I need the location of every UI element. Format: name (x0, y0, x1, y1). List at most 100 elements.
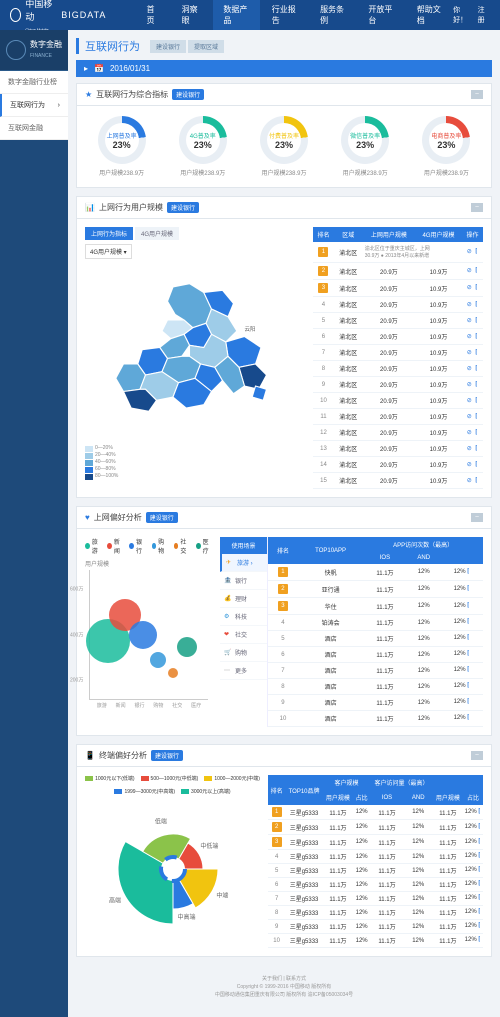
action-icons[interactable]: ⊘ ⫿ (467, 318, 479, 324)
table-row[interactable]: 6三星g533311.1万12%11.1万12%11.1万12% ⫿ (268, 878, 483, 892)
nav-item[interactable]: 开放平台 (358, 0, 404, 34)
table-row[interactable]: 10渝北区20.9万10.9万⊘ ⫿ (313, 393, 483, 409)
table-row[interactable]: 1三星g533311.1万12%11.1万12%11.1万12% ⫿ (268, 805, 483, 820)
table-row[interactable]: 5酒店11.1万12%12% ⫿ (268, 631, 483, 647)
table-row[interactable]: 2三星g533311.1万12%11.1万12%11.1万12% ⫿ (268, 820, 483, 835)
map-tab[interactable]: 上网行为指标 (85, 227, 133, 240)
action-icons[interactable]: ⊘ ⫿ (467, 350, 479, 356)
region-map[interactable]: 云阳 (85, 263, 305, 443)
action-icons[interactable]: ⊘ ⫿ (467, 462, 479, 468)
page-title: 互联网行为 建设银行提取区域 (76, 38, 492, 54)
svg-text:低端: 低端 (154, 818, 166, 826)
table-row[interactable]: 2亚行通11.1万12%12% ⫿ (268, 581, 483, 598)
left-sidebar: 数字金融FINANCE 数字金融行业榜互联网行为›互联网金融 (0, 30, 68, 1017)
action-icons[interactable]: ⊘ ⫿ (467, 478, 479, 484)
sidebar-category[interactable]: 数字金融FINANCE (0, 30, 68, 71)
svg-text:中端: 中端 (216, 892, 228, 900)
table-row[interactable]: 1快帆11.1万12%12% ⫿ (268, 564, 483, 581)
table-row[interactable]: 8酒店11.1万12%12% ⫿ (268, 679, 483, 695)
table-row[interactable]: 2渝北区20.9万10.9万⊘ ⫿ (313, 263, 483, 280)
category-item[interactable]: 🏦银行 (220, 572, 267, 590)
action-icons[interactable]: ⊘ ⫿ (467, 302, 479, 308)
action-icons[interactable]: ⊘ ⫿ (467, 398, 479, 404)
table-row[interactable]: 8渝北区20.9万10.9万⊘ ⫿ (313, 361, 483, 377)
app-table: 排名TOP10APPAPP访问次数（最高）IOSAND1快帆11.1万12%12… (268, 537, 483, 727)
collapse-button[interactable]: − (471, 751, 483, 760)
action-icons[interactable]: ⊘ ⫿ (467, 334, 479, 340)
sidebar-link[interactable]: 互联网金融 (0, 117, 68, 140)
table-row[interactable]: 4渝北区20.9万10.9万⊘ ⫿ (313, 297, 483, 313)
map-dropdown[interactable]: 4G用户规模 ▾ (85, 244, 132, 259)
table-row[interactable]: 6酒店11.1万12%12% ⫿ (268, 647, 483, 663)
gauge-donut: 上网普及率23% (98, 116, 146, 164)
table-row[interactable]: 3三星g533311.1万12%11.1万12%11.1万12% ⫿ (268, 835, 483, 850)
terminal-table: 排名TOP10品牌客户规模客户访问量（最高）用户规模占比IOSAND用户规模占比… (268, 775, 483, 948)
register-link[interactable]: 注册 (478, 5, 490, 25)
nav-item[interactable]: 首页 (136, 0, 169, 34)
svg-text:云阳: 云阳 (245, 325, 256, 333)
table-row[interactable]: 6渝北区20.9万10.9万⊘ ⫿ (313, 329, 483, 345)
date-filter-bar[interactable]: ▸ 📅 2016/01/31 (76, 60, 492, 77)
svg-text:高端: 高端 (108, 897, 120, 905)
sidebar-link[interactable]: 互联网行为› (0, 94, 68, 117)
category-item[interactable]: ⋯更多 (220, 662, 267, 680)
table-row[interactable]: 3华住11.1万12%12% ⫿ (268, 598, 483, 615)
collapse-button[interactable]: − (471, 203, 483, 212)
phone-icon: 📱 (85, 751, 95, 760)
table-row[interactable]: 1渝北区渝北区位于重庆主城区，上网30.9万 ● 2013年4月以来新增⊘ ⫿ (313, 242, 483, 263)
table-row[interactable]: 11渝北区20.9万10.9万⊘ ⫿ (313, 409, 483, 425)
nav-item[interactable]: 数据产品 (213, 0, 259, 34)
action-icons[interactable]: ⊘ ⫿ (467, 249, 479, 255)
table-row[interactable]: 8三星g533311.1万12%11.1万12%11.1万12% ⫿ (268, 906, 483, 920)
collapse-button[interactable]: − (471, 513, 483, 522)
table-row[interactable]: 10三星g533311.1万12%11.1万12%11.1万12% ⫿ (268, 934, 483, 948)
table-row[interactable]: 7三星g533311.1万12%11.1万12%11.1万12% ⫿ (268, 892, 483, 906)
table-row[interactable]: 7渝北区20.9万10.9万⊘ ⫿ (313, 345, 483, 361)
page-tab[interactable]: 提取区域 (188, 40, 224, 53)
table-row[interactable]: 5渝北区20.9万10.9万⊘ ⫿ (313, 313, 483, 329)
sidebar-link[interactable]: 数字金融行业榜 (0, 71, 68, 94)
action-icons[interactable]: ⊘ ⫿ (467, 366, 479, 372)
category-item[interactable]: ⚙科技 (220, 608, 267, 626)
map-card: 📊 上网行为用户规模 建设银行 − 上网行为指标4G用户规模 4G用户规模 ▾ (76, 196, 492, 498)
table-row[interactable]: 13渝北区20.9万10.9万⊘ ⫿ (313, 441, 483, 457)
table-row[interactable]: 4铂涛会11.1万12%12% ⫿ (268, 615, 483, 631)
table-row[interactable]: 5三星g533311.1万12%11.1万12%11.1万12% ⫿ (268, 864, 483, 878)
table-row[interactable]: 7酒店11.1万12%12% ⫿ (268, 663, 483, 679)
table-row[interactable]: 9三星g533311.1万12%11.1万12%11.1万12% ⫿ (268, 920, 483, 934)
table-row[interactable]: 15渝北区20.9万10.9万⊘ ⫿ (313, 473, 483, 489)
collapse-button[interactable]: − (471, 90, 483, 99)
table-row[interactable]: 12渝北区20.9万10.9万⊘ ⫿ (313, 425, 483, 441)
table-row[interactable]: 9酒店11.1万12%12% ⫿ (268, 695, 483, 711)
category-item[interactable]: ✈旅游 › (220, 554, 267, 572)
finance-icon (6, 40, 26, 60)
action-icons[interactable]: ⊘ ⫿ (467, 382, 479, 388)
page-tab[interactable]: 建设银行 (150, 40, 186, 53)
action-icons[interactable]: ⊘ ⫿ (467, 430, 479, 436)
map-tab[interactable]: 4G用户规模 (135, 227, 179, 240)
action-icons[interactable]: ⊘ ⫿ (467, 414, 479, 420)
svg-text:中高端: 中高端 (177, 913, 195, 921)
bubble-chart[interactable]: 600万400万200万旅游新闻银行购物社交医疗 (89, 570, 208, 700)
table-row[interactable]: 9渝北区20.9万10.9万⊘ ⫿ (313, 377, 483, 393)
rose-pie-chart[interactable]: 高端低端中低端中端中高端 (93, 801, 253, 931)
table-row[interactable]: 4三星g533311.1万12%11.1万12%11.1万12% ⫿ (268, 850, 483, 864)
table-row[interactable]: 10酒店11.1万12%12% ⫿ (268, 711, 483, 727)
action-icons[interactable]: ⊘ ⫿ (467, 285, 479, 291)
user-hello: 你好！ (453, 5, 472, 25)
nav-item[interactable]: 行业报告 (262, 0, 308, 34)
action-icons[interactable]: ⊘ ⫿ (467, 446, 479, 452)
action-icons[interactable]: ⊘ ⫿ (467, 268, 479, 274)
category-item[interactable]: ❤社交 (220, 626, 267, 644)
top-nav: 首页洞察眼数据产品行业报告服务条例开放平台帮助文档 (136, 0, 453, 34)
table-row[interactable]: 3渝北区20.9万10.9万⊘ ⫿ (313, 280, 483, 297)
star-icon: ★ (85, 90, 92, 99)
gauge-donut: 付费普及率23% (260, 116, 308, 164)
chart-icon: 📊 (85, 203, 95, 212)
category-item[interactable]: 🛒购物 (220, 644, 267, 662)
table-row[interactable]: 14渝北区20.9万10.9万⊘ ⫿ (313, 457, 483, 473)
nav-item[interactable]: 服务条例 (310, 0, 356, 34)
nav-item[interactable]: 洞察眼 (172, 0, 212, 34)
category-item[interactable]: 💰理财 (220, 590, 267, 608)
nav-item[interactable]: 帮助文档 (407, 0, 453, 34)
